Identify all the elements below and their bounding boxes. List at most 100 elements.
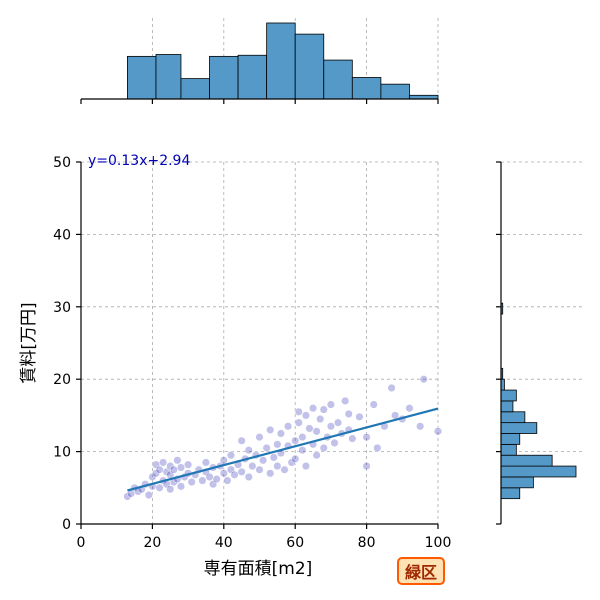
scatter-point bbox=[301, 411, 310, 420]
scatter-point bbox=[244, 472, 253, 481]
scatter-point bbox=[155, 483, 164, 492]
scatter-point bbox=[169, 465, 178, 474]
scatter-point bbox=[144, 490, 153, 500]
y-histogram-bar bbox=[500, 411, 526, 424]
scatter-point bbox=[362, 433, 371, 442]
x-histogram-bar bbox=[351, 77, 382, 100]
x-histogram-bar bbox=[323, 59, 353, 100]
scatter-point bbox=[176, 482, 186, 491]
scatter-point bbox=[344, 409, 353, 419]
scatter-point bbox=[269, 453, 278, 462]
scatter-point bbox=[312, 427, 321, 436]
x-histogram-bar bbox=[127, 55, 157, 100]
x-histogram-bar bbox=[155, 54, 182, 100]
scatter-point bbox=[362, 462, 371, 471]
scatter-point bbox=[244, 446, 253, 455]
scatter-point bbox=[294, 418, 303, 427]
y-tick-label: 40 bbox=[53, 227, 71, 243]
scatter-point bbox=[259, 456, 268, 465]
scatter-point bbox=[205, 472, 214, 481]
y-histogram-bar bbox=[500, 476, 534, 489]
x-histogram-bar bbox=[380, 83, 410, 100]
scatter-point bbox=[219, 469, 228, 478]
scatter-point bbox=[273, 440, 282, 449]
scatter-point bbox=[237, 467, 246, 476]
scatter-point bbox=[255, 433, 264, 442]
regression-equation: y=0.13x+2.94 bbox=[88, 153, 190, 169]
y-tick-label: 20 bbox=[53, 372, 71, 388]
scatter-point bbox=[341, 396, 350, 405]
x-axis-title: 専有面積[m2] bbox=[204, 559, 313, 579]
scatter-point bbox=[333, 418, 343, 427]
y-axis-title: 賃料[万円] bbox=[19, 302, 39, 383]
scatter-point bbox=[309, 404, 318, 413]
scatter-point bbox=[348, 434, 357, 443]
scatter-point bbox=[369, 400, 378, 409]
scatter-point bbox=[226, 451, 235, 460]
scatter-point bbox=[159, 458, 168, 467]
scatter-point bbox=[266, 425, 275, 434]
y-histogram-bar bbox=[500, 465, 577, 478]
x-tick-label: 40 bbox=[215, 535, 233, 551]
scatter-point bbox=[387, 383, 396, 392]
scatter-point bbox=[280, 465, 289, 474]
scatter-point bbox=[273, 462, 282, 471]
scatter-point bbox=[184, 460, 193, 469]
scatter-point bbox=[433, 427, 443, 436]
scatter-point bbox=[326, 422, 335, 431]
scatter-point bbox=[330, 438, 339, 447]
scatter-point bbox=[176, 463, 186, 472]
y-histogram-bar bbox=[500, 389, 517, 402]
x-tick-label: 60 bbox=[286, 535, 304, 551]
scatter-point bbox=[373, 443, 382, 453]
scatter-point bbox=[419, 375, 428, 384]
scatter-point bbox=[223, 476, 232, 485]
x-histogram-bar bbox=[237, 54, 268, 100]
y-tick-label: 10 bbox=[53, 445, 71, 461]
scatter-point bbox=[284, 422, 293, 431]
scatter-point bbox=[301, 462, 310, 471]
scatter-points bbox=[123, 375, 443, 501]
scatter-point bbox=[219, 456, 228, 465]
y-tick-label: 30 bbox=[53, 300, 71, 316]
scatter-point bbox=[187, 477, 196, 487]
scatter-point bbox=[305, 424, 314, 433]
y-histogram-bar bbox=[500, 443, 517, 456]
x-histogram-bar bbox=[266, 22, 296, 100]
scatter-point bbox=[198, 476, 207, 485]
scatter-point bbox=[155, 465, 164, 474]
scatter-point bbox=[294, 407, 303, 416]
x-tick-label: 100 bbox=[425, 535, 452, 551]
x-tick-label: 0 bbox=[77, 535, 86, 551]
scatter-point bbox=[291, 454, 300, 463]
scatter-point bbox=[405, 404, 414, 413]
scatter-point bbox=[262, 443, 271, 453]
scatter-point bbox=[355, 412, 364, 421]
scatter-point bbox=[319, 443, 328, 453]
y-tick-label: 50 bbox=[53, 155, 71, 171]
scatter-point bbox=[416, 422, 425, 431]
scatter-point bbox=[230, 470, 239, 479]
scatter-point bbox=[298, 433, 307, 442]
scatter-point bbox=[201, 458, 210, 467]
x-histogram bbox=[127, 22, 439, 100]
x-histogram-bar bbox=[180, 78, 210, 100]
x-histogram-bar bbox=[209, 55, 239, 100]
scatter-point bbox=[319, 405, 328, 414]
scatter-point bbox=[166, 485, 175, 494]
scatter-point bbox=[276, 429, 285, 438]
scatter-point bbox=[312, 451, 321, 460]
scatter-point bbox=[237, 436, 246, 445]
scatter-point bbox=[326, 400, 335, 409]
y-histogram-bar bbox=[500, 433, 521, 445]
x-histogram-bar bbox=[294, 33, 325, 100]
district-badge: 緑区 bbox=[397, 557, 446, 585]
y-histogram bbox=[500, 302, 577, 500]
scatter-point bbox=[291, 436, 300, 445]
scatter-point bbox=[255, 465, 264, 474]
scatter-point bbox=[298, 446, 307, 455]
x-tick-label: 80 bbox=[358, 535, 376, 551]
scatter-point bbox=[212, 475, 221, 484]
scatter-point bbox=[173, 456, 182, 465]
